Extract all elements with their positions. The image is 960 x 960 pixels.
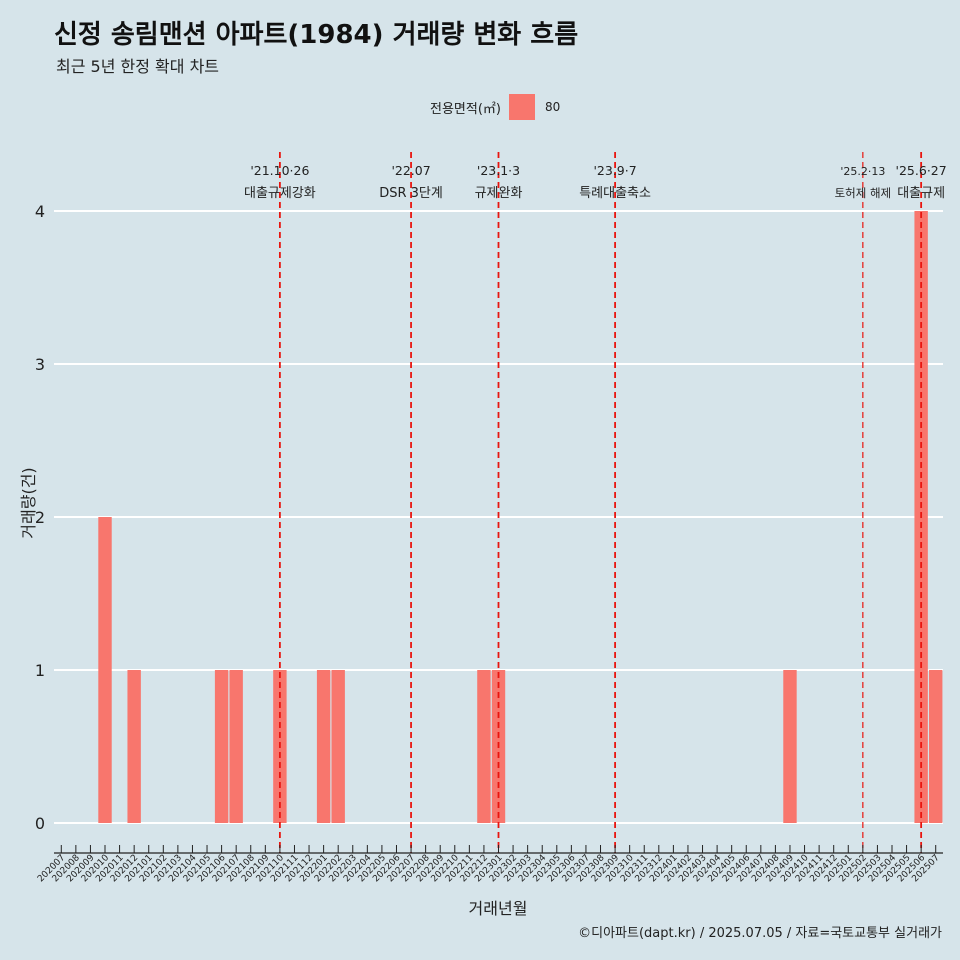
bar <box>477 670 491 823</box>
event-name-label: 대출규제강화 <box>244 186 316 201</box>
bar <box>229 670 243 823</box>
bar <box>214 670 229 823</box>
bar <box>316 670 331 823</box>
axes: 0123420200720200820200920201020201120201… <box>35 202 943 884</box>
event-date-label: '23.1·3 <box>477 163 520 178</box>
bar <box>98 517 112 823</box>
event-name-label: 규제완화 <box>475 186 523 201</box>
event-name-label: 토허제 해제 <box>835 186 892 200</box>
bar <box>127 670 141 823</box>
x-axis-title: 거래년월 <box>469 899 528 918</box>
y-tick-label: 4 <box>35 202 45 221</box>
event-date-label: '25.6·27 <box>896 163 947 178</box>
bar <box>783 670 797 823</box>
footer-credit: ©디아파트(dapt.kr) / 2025.07.05 / 자료=국토교통부 실… <box>578 926 942 941</box>
bar <box>929 670 943 823</box>
legend: 전용면적(㎡) 80 <box>430 93 560 121</box>
y-tick-label: 1 <box>35 661 45 680</box>
bar <box>331 670 345 823</box>
event-name-label: DSR 3단계 <box>379 186 443 201</box>
legend-label: 80 <box>544 100 561 114</box>
legend-swatch <box>508 94 535 120</box>
y-axis-title: 거래량(건) <box>19 467 38 538</box>
chart-subtitle: 최근 5년 한정 확대 차트 <box>56 57 220 76</box>
y-tick-label: 2 <box>35 508 45 527</box>
event-annotations: '21.10·26 대출규제강화 '22.07 DSR 3단계 '23.1·3 규제완화 '… <box>244 163 947 201</box>
event-date-label: '25.2·13 <box>840 165 885 178</box>
y-tick-label: 3 <box>35 355 45 374</box>
y-tick-label: 0 <box>35 814 45 833</box>
event-date-label: '21.10·26 <box>250 163 309 178</box>
event-date-label: '22.07 <box>391 163 430 178</box>
legend-title: 전용면적(㎡) <box>430 101 501 117</box>
event-name-label: 대출규제 <box>897 186 945 201</box>
chart-title: 신정 송림맨션 아파트(1984) 거래량 변화 흐름 <box>54 20 579 50</box>
event-name-label: 특례대출축소 <box>579 186 651 201</box>
event-date-label: '23.9·7 <box>593 163 636 178</box>
event-lines <box>278 152 923 853</box>
